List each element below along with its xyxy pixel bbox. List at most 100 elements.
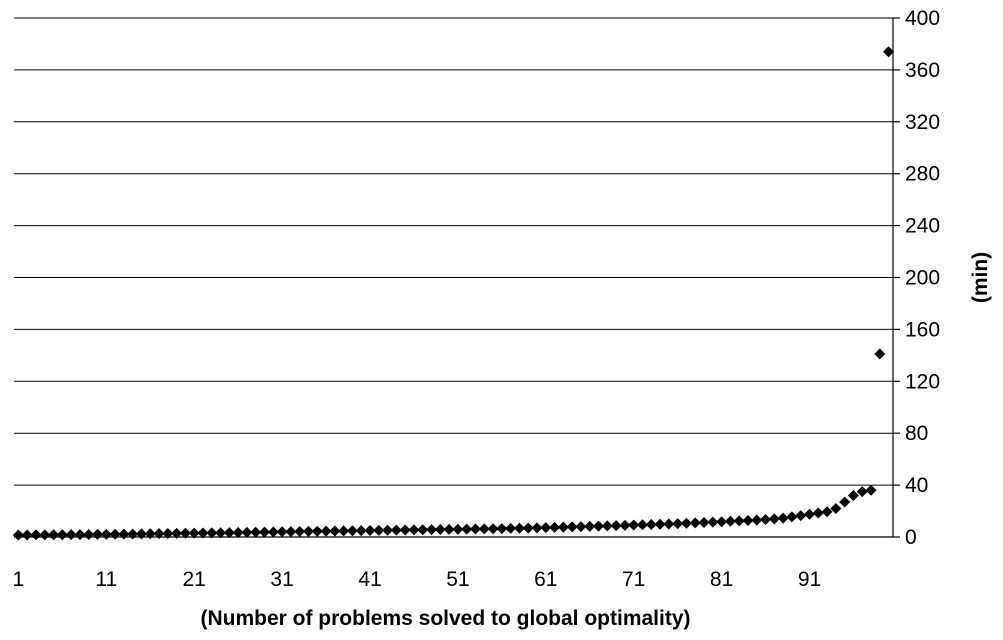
- data-point: [496, 523, 508, 535]
- data-point: [241, 526, 253, 538]
- data-point: [232, 526, 244, 538]
- data-point: [127, 528, 139, 540]
- data-point: [883, 46, 895, 58]
- data-point: [698, 516, 710, 528]
- data-point: [171, 527, 183, 539]
- data-point: [663, 518, 675, 530]
- data-point: [144, 528, 156, 540]
- data-point: [707, 516, 719, 528]
- data-point: [760, 513, 772, 525]
- data-point: [109, 528, 121, 540]
- x-tick-label: 21: [183, 568, 206, 591]
- x-tick-label: 71: [622, 568, 645, 591]
- data-point: [601, 520, 613, 532]
- data-point: [223, 527, 235, 539]
- data-point: [426, 524, 438, 536]
- data-point: [461, 523, 473, 535]
- data-point: [39, 529, 51, 541]
- x-tick-labels: 1 11 21 31 41 51 61 71 81 91: [13, 568, 822, 591]
- y-tick-label: 200: [905, 267, 940, 290]
- data-point: [689, 517, 701, 529]
- data-point: [65, 529, 77, 541]
- data-point: [338, 525, 350, 537]
- data-point: [346, 525, 358, 537]
- y-tick-label: 0: [905, 526, 917, 549]
- data-point: [566, 521, 578, 533]
- y-tick-label: 40: [905, 474, 928, 497]
- data-point: [610, 520, 622, 532]
- data-point: [382, 524, 394, 536]
- data-points: [12, 46, 895, 541]
- data-point: [839, 496, 851, 508]
- x-tick-label: 41: [358, 568, 381, 591]
- data-point: [636, 519, 648, 531]
- data-point: [716, 516, 728, 528]
- data-point: [302, 525, 314, 537]
- data-point: [865, 484, 877, 496]
- data-point: [803, 508, 815, 520]
- data-point: [267, 526, 279, 538]
- data-point: [74, 529, 86, 541]
- data-point: [443, 523, 455, 535]
- data-point: [733, 515, 745, 527]
- gridlines: [14, 17, 893, 486]
- data-point: [118, 528, 130, 540]
- data-point: [505, 522, 517, 534]
- data-point: [680, 517, 692, 529]
- data-point: [593, 520, 605, 532]
- data-point: [531, 522, 543, 534]
- data-point: [215, 527, 227, 539]
- data-point: [355, 525, 367, 537]
- x-tick-label: 61: [534, 568, 557, 591]
- x-tick-label: 51: [446, 568, 469, 591]
- y-tick-label: 360: [905, 59, 940, 82]
- data-point: [628, 519, 640, 531]
- data-point: [768, 513, 780, 525]
- data-point: [540, 522, 552, 534]
- data-point: [654, 518, 666, 530]
- data-point: [329, 525, 341, 537]
- data-point: [417, 524, 429, 536]
- data-point: [619, 519, 631, 531]
- data-point: [188, 527, 200, 539]
- data-point: [408, 524, 420, 536]
- x-tick-label: 81: [710, 568, 733, 591]
- data-point: [364, 525, 376, 537]
- x-axis-title: (Number of problems solved to global opt…: [200, 607, 690, 630]
- data-point: [874, 348, 886, 360]
- data-point: [373, 524, 385, 536]
- data-point: [724, 515, 736, 527]
- data-point: [48, 529, 60, 541]
- data-point: [830, 502, 842, 514]
- y-tick-label: 320: [905, 111, 940, 134]
- data-point: [153, 528, 165, 540]
- data-point: [812, 507, 824, 519]
- data-point: [179, 527, 191, 539]
- data-point: [513, 522, 525, 534]
- data-point: [135, 528, 147, 540]
- y-tick-label: 400: [905, 7, 940, 30]
- data-point: [821, 506, 833, 518]
- data-point: [320, 525, 332, 537]
- data-point: [645, 519, 657, 531]
- data-point: [285, 526, 297, 538]
- data-point: [399, 524, 411, 536]
- data-point: [751, 514, 763, 526]
- y-tick-label: 240: [905, 215, 940, 238]
- data-point: [847, 489, 859, 501]
- y-tick-label: 160: [905, 318, 940, 341]
- x-tick-label: 91: [798, 568, 821, 591]
- data-point: [21, 529, 33, 541]
- data-point: [584, 520, 596, 532]
- data-point: [434, 523, 446, 535]
- x-tick-label: 11: [95, 568, 117, 591]
- data-point: [469, 523, 481, 535]
- y-tick-label: 120: [905, 370, 940, 393]
- data-point: [390, 524, 402, 536]
- data-point: [311, 525, 323, 537]
- data-point: [557, 521, 569, 533]
- data-point: [856, 486, 868, 498]
- data-point: [742, 515, 754, 527]
- data-point: [206, 527, 218, 539]
